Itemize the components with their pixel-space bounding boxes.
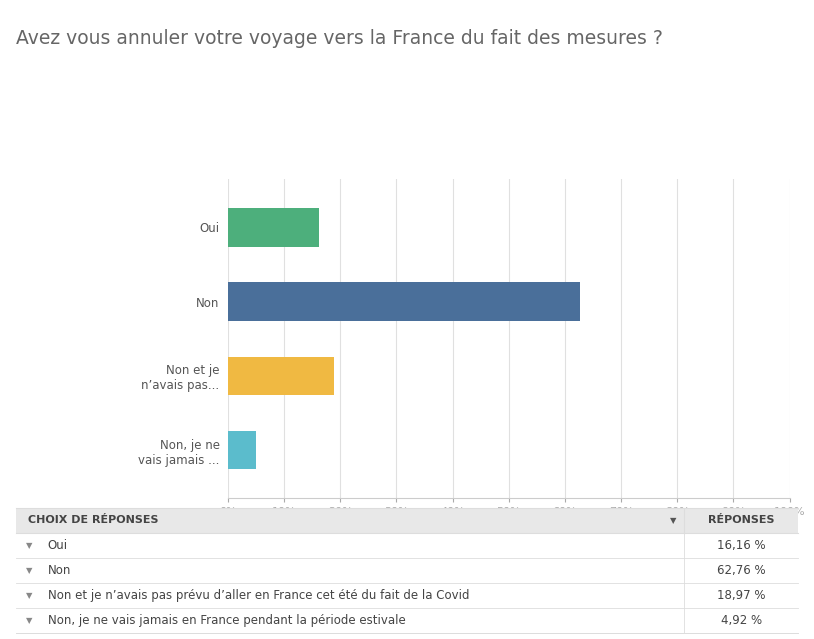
- Bar: [16, 608, 798, 633]
- Bar: [16, 558, 798, 583]
- Text: ▼: ▼: [26, 566, 33, 575]
- Text: Oui: Oui: [47, 539, 68, 552]
- Text: Non, je ne vais jamais en France pendant la période estivale: Non, je ne vais jamais en France pendant…: [47, 613, 405, 627]
- Text: ▼: ▼: [26, 615, 33, 625]
- Text: 62,76 %: 62,76 %: [717, 564, 765, 577]
- Text: Non et je n’avais pas prévu d’aller en France cet été du fait de la Covid: Non et je n’avais pas prévu d’aller en F…: [47, 589, 469, 602]
- Text: ▼: ▼: [26, 541, 33, 550]
- Text: Non: Non: [47, 564, 71, 577]
- Bar: [16, 583, 798, 608]
- Text: RÉPONSES: RÉPONSES: [708, 516, 774, 525]
- Text: Avez vous annuler votre voyage vers la France du fait des mesures ?: Avez vous annuler votre voyage vers la F…: [16, 29, 663, 48]
- Bar: [228, 208, 319, 247]
- Bar: [16, 508, 798, 533]
- Bar: [228, 431, 256, 470]
- Text: ▼: ▼: [670, 516, 676, 525]
- Text: 18,97 %: 18,97 %: [717, 589, 765, 602]
- Text: 4,92 %: 4,92 %: [720, 613, 762, 627]
- Bar: [228, 357, 335, 395]
- Text: ▼: ▼: [26, 590, 33, 600]
- Text: CHOIX DE RÉPONSES: CHOIX DE RÉPONSES: [28, 516, 159, 525]
- Bar: [16, 533, 798, 558]
- Text: 16,16 %: 16,16 %: [717, 539, 765, 552]
- Bar: [228, 282, 580, 321]
